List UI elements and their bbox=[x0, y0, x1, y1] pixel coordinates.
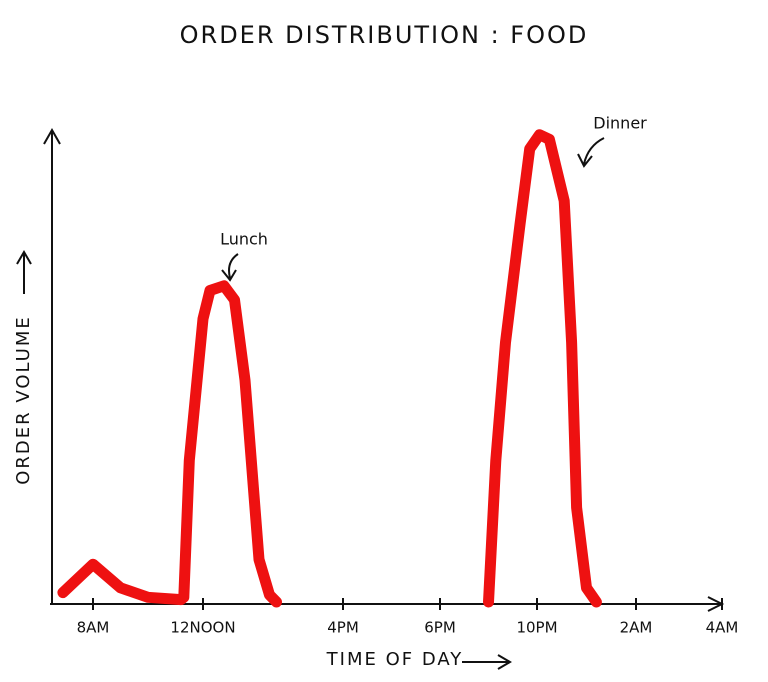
annotation: Dinner bbox=[593, 114, 647, 133]
x-tick-label: 4AM bbox=[706, 619, 739, 637]
y-axis-arrow bbox=[43, 127, 61, 145]
x-tick-label: 6PM bbox=[424, 619, 456, 637]
y-axis-title: ORDER VOLUME bbox=[13, 315, 34, 485]
x-title-arrow bbox=[462, 654, 512, 670]
x-axis-title: TIME OF DAY bbox=[326, 649, 464, 670]
annotation: Lunch bbox=[220, 230, 268, 249]
x-tick-label: 10PM bbox=[516, 619, 557, 637]
annotation-arrow bbox=[577, 137, 605, 168]
x-tick-label: 2AM bbox=[620, 619, 653, 637]
x-tick-label: 12NOON bbox=[170, 619, 235, 637]
y-title-arrow bbox=[16, 250, 32, 294]
chart-title: ORDER DISTRIBUTION : FOOD bbox=[180, 21, 589, 49]
data-line bbox=[57, 129, 602, 608]
annotation-arrow bbox=[221, 253, 239, 282]
x-tick-label: 8AM bbox=[77, 619, 110, 637]
x-tick-label: 4PM bbox=[327, 619, 359, 637]
